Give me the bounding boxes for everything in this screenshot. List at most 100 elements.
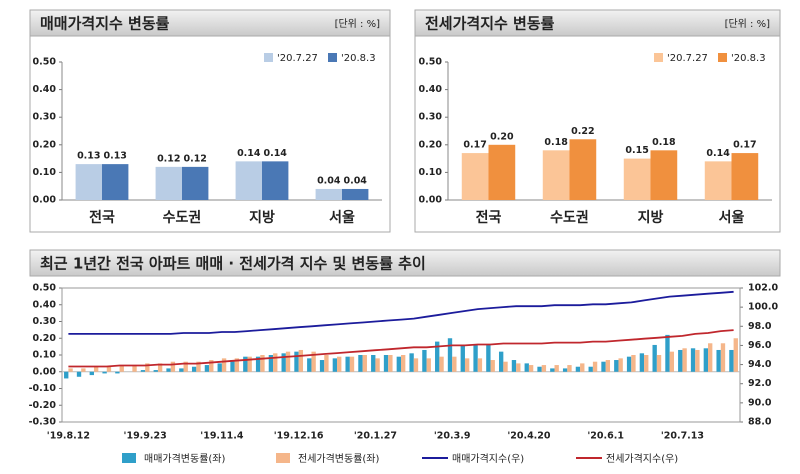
bar xyxy=(537,366,542,372)
legend-label: '20.8.3 xyxy=(341,53,376,64)
x-tick-label: '19.9.23 xyxy=(124,431,167,442)
legend-label: '20.7.27 xyxy=(277,53,318,64)
y-tick-label: -0.10 xyxy=(29,383,57,394)
bar xyxy=(81,368,86,372)
bar xyxy=(588,366,593,372)
bar xyxy=(426,358,431,372)
y-tick-label: 96.0 xyxy=(748,340,772,351)
bar xyxy=(268,355,274,372)
legend-label: 매매가격변동률(좌) xyxy=(144,452,226,465)
bar xyxy=(179,368,184,372)
bar xyxy=(439,356,444,372)
legend-swatch xyxy=(276,453,290,463)
bar xyxy=(528,365,534,372)
bar xyxy=(375,358,380,372)
bar xyxy=(486,344,491,372)
bar xyxy=(678,349,683,372)
bar xyxy=(656,355,662,372)
bar xyxy=(665,334,670,372)
bar xyxy=(170,361,176,372)
legend-swatch xyxy=(328,53,337,62)
bar xyxy=(315,188,342,200)
bar xyxy=(166,368,171,372)
bar xyxy=(401,355,406,372)
bar xyxy=(511,360,517,372)
bar xyxy=(669,351,674,372)
x-tick-label: 전국 xyxy=(89,209,115,226)
x-tick-label: '19.12.16 xyxy=(274,431,324,442)
y-tick-label: 92.0 xyxy=(748,378,772,389)
bar xyxy=(490,360,495,372)
chart-title: 전세가격지수 변동률 xyxy=(425,15,555,33)
bar xyxy=(626,356,632,372)
x-tick-label: 서울 xyxy=(329,209,355,226)
bar xyxy=(422,349,427,372)
bar xyxy=(524,363,529,372)
bar xyxy=(498,351,504,372)
bar xyxy=(396,356,401,372)
bar xyxy=(575,366,581,372)
title-bar xyxy=(29,9,391,37)
value-label: 0.18 xyxy=(544,137,568,148)
bar xyxy=(413,358,419,372)
y-tick-label: 0.20 xyxy=(33,333,57,344)
x-tick-label: 수도권 xyxy=(163,210,202,226)
bar xyxy=(76,371,82,377)
x-tick-label: 수도권 xyxy=(550,210,589,226)
bar xyxy=(690,348,696,372)
bar xyxy=(362,355,367,372)
legend-label: '20.7.27 xyxy=(667,53,708,64)
unit-note: [단위 : %] xyxy=(725,17,771,30)
bar xyxy=(733,338,738,372)
legend-swatch xyxy=(264,53,273,62)
line xyxy=(68,290,734,335)
bar xyxy=(262,161,289,200)
bar xyxy=(191,366,197,372)
bar xyxy=(230,360,235,372)
bar xyxy=(235,161,262,200)
y-tick-label: 102.0 xyxy=(748,283,778,294)
y-tick-label: 0.10 xyxy=(419,167,443,178)
bar xyxy=(273,353,278,372)
y-tick-label: 100.0 xyxy=(748,302,778,313)
bar xyxy=(592,361,598,372)
y-tick-label: 0.50 xyxy=(33,57,57,68)
bar xyxy=(155,166,182,200)
bar xyxy=(119,365,124,372)
bar xyxy=(452,356,457,372)
x-tick-label: 지방 xyxy=(249,209,275,226)
x-tick-label: '20.3.9 xyxy=(434,431,471,442)
value-label: 0.04 xyxy=(343,175,367,186)
bar xyxy=(409,353,414,372)
bar xyxy=(234,358,240,372)
bar xyxy=(68,368,73,372)
y-tick-label: -0.20 xyxy=(29,400,57,411)
x-tick-label: 지방 xyxy=(638,209,664,226)
bar xyxy=(614,360,619,372)
bar xyxy=(601,361,606,372)
x-tick-label: '20.6.1 xyxy=(587,431,624,442)
bar xyxy=(209,360,214,372)
y-tick-label: 0.20 xyxy=(419,139,443,150)
y-tick-label: 0.00 xyxy=(33,195,57,206)
value-label: 0.17 xyxy=(463,140,486,151)
y-tick-label: 0.10 xyxy=(33,167,57,178)
bar xyxy=(342,188,369,200)
bar xyxy=(221,358,227,372)
bar xyxy=(503,361,508,372)
bar xyxy=(639,353,645,372)
bar xyxy=(435,341,440,372)
bar xyxy=(720,343,726,372)
bar xyxy=(132,365,137,372)
bar xyxy=(383,355,389,372)
bar xyxy=(89,371,94,376)
value-label: 0.12 xyxy=(157,153,180,164)
y-tick-label: 0.50 xyxy=(33,283,57,294)
bar xyxy=(567,365,572,372)
bar xyxy=(703,348,709,372)
x-tick-label: 전국 xyxy=(476,209,502,226)
chart-title: 최근 1년간 전국 아파트 매매 · 전세가격 지수 및 변동률 추이 xyxy=(40,255,426,273)
value-label: 0.14 xyxy=(237,148,261,159)
bar xyxy=(285,351,291,372)
